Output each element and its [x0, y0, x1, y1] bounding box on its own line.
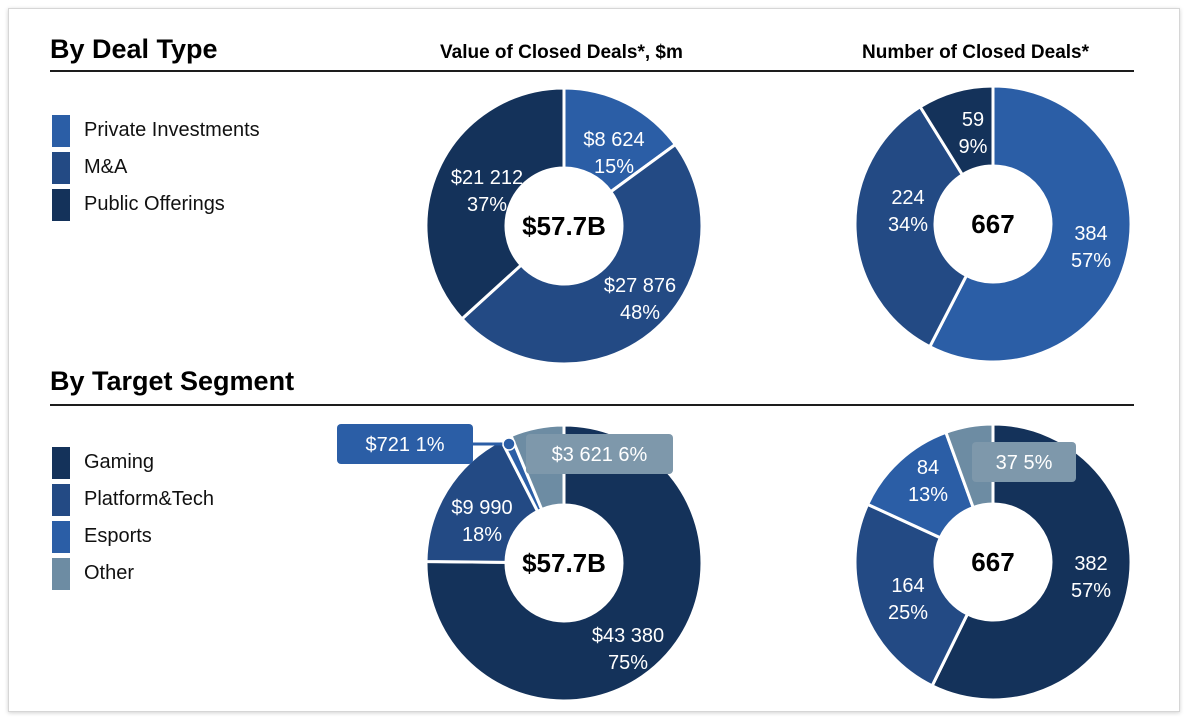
legend-label: Platform&Tech — [84, 488, 215, 510]
legend-item-esports: Esports — [52, 518, 214, 555]
section-title-target-segment: By Target Segment — [50, 366, 295, 396]
legend-item-platform-tech: Platform&Tech — [52, 481, 214, 518]
legend-swatch — [52, 188, 70, 221]
legend-item-ma: M&A — [52, 149, 260, 186]
legend-swatch — [52, 446, 70, 479]
section-rule-target-segment — [50, 404, 1134, 406]
legend-label: Gaming — [84, 451, 155, 473]
legend-label: Esports — [84, 525, 152, 547]
chart-title-number: Number of Closed Deals* — [862, 42, 1089, 63]
legend-swatch — [52, 557, 70, 590]
legend-swatch — [52, 483, 70, 516]
section-rule-deal-type — [50, 70, 1134, 72]
legend-item-public-offerings: Public Offerings — [52, 186, 260, 223]
legend-swatch — [52, 151, 70, 184]
legend-item-gaming: Gaming — [52, 444, 214, 481]
section-title-deal-type: By Deal Type — [50, 34, 218, 64]
legend-item-private-investments: Private Investments — [52, 112, 260, 149]
legend-swatch — [52, 520, 70, 553]
legend-deal-type: Private Investments M&A Public Offerings — [52, 112, 260, 223]
legend-label: M&A — [84, 156, 128, 178]
chart-title-value: Value of Closed Deals*, $m — [440, 42, 683, 63]
legend-target-segment: Gaming Platform&Tech Esports Other — [52, 444, 214, 592]
legend-label: Public Offerings — [84, 193, 225, 215]
legend-item-other: Other — [52, 555, 214, 592]
legend-label: Private Investments — [84, 119, 260, 141]
legend-label: Other — [84, 562, 135, 584]
legend-swatch — [52, 114, 70, 147]
